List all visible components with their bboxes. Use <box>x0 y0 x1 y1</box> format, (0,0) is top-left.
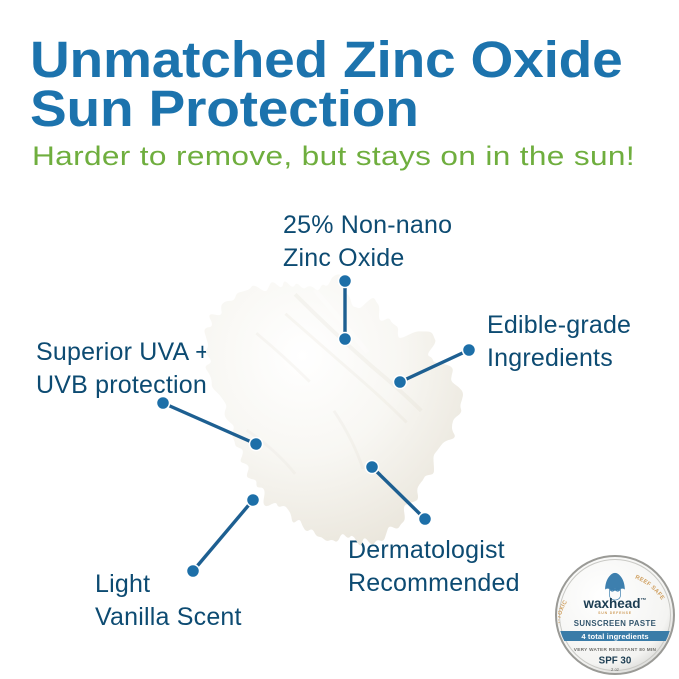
svg-text:waxhead™: waxhead™ <box>582 596 646 611</box>
svg-text:4 total ingredients: 4 total ingredients <box>581 632 648 641</box>
svg-text:SUN DEFENSE: SUN DEFENSE <box>598 611 632 615</box>
svg-text:VERY WATER RESISTANT 80 MIN: VERY WATER RESISTANT 80 MIN <box>574 647 657 652</box>
svg-text:SPF 30: SPF 30 <box>599 656 632 667</box>
svg-text:2 oz: 2 oz <box>611 667 619 672</box>
svg-text:SUNSCREEN PASTE: SUNSCREEN PASTE <box>574 619 657 628</box>
